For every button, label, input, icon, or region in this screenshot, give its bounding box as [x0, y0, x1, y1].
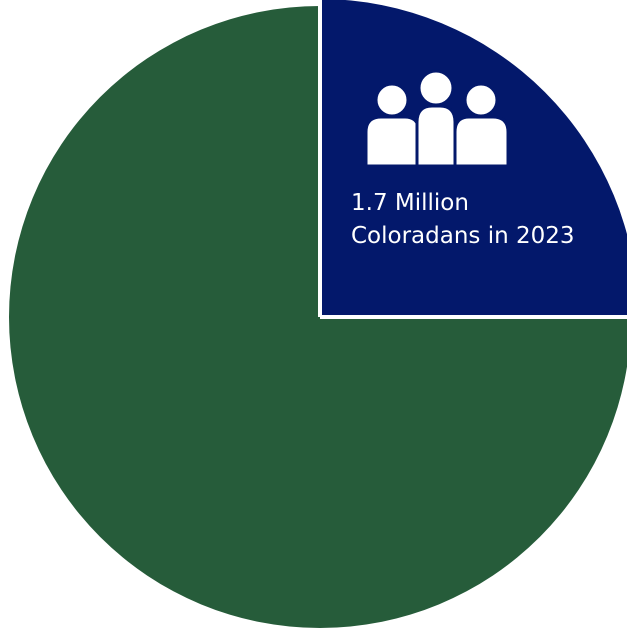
people-group-icon	[364, 69, 510, 168]
person-right-head	[463, 82, 499, 118]
person-center-body	[415, 104, 457, 168]
slice-separators	[318, 0, 627, 319]
person-left-body	[364, 115, 421, 168]
person-left-head	[374, 82, 410, 118]
person-center-head	[417, 69, 455, 107]
slice-label-line-2: Coloradans in 2023	[351, 223, 575, 249]
person-right-body	[453, 115, 510, 168]
slice-label-line-1: 1.7 Million	[351, 190, 469, 216]
slice-labels: 1.7 Million Coloradans in 2023	[351, 190, 575, 249]
